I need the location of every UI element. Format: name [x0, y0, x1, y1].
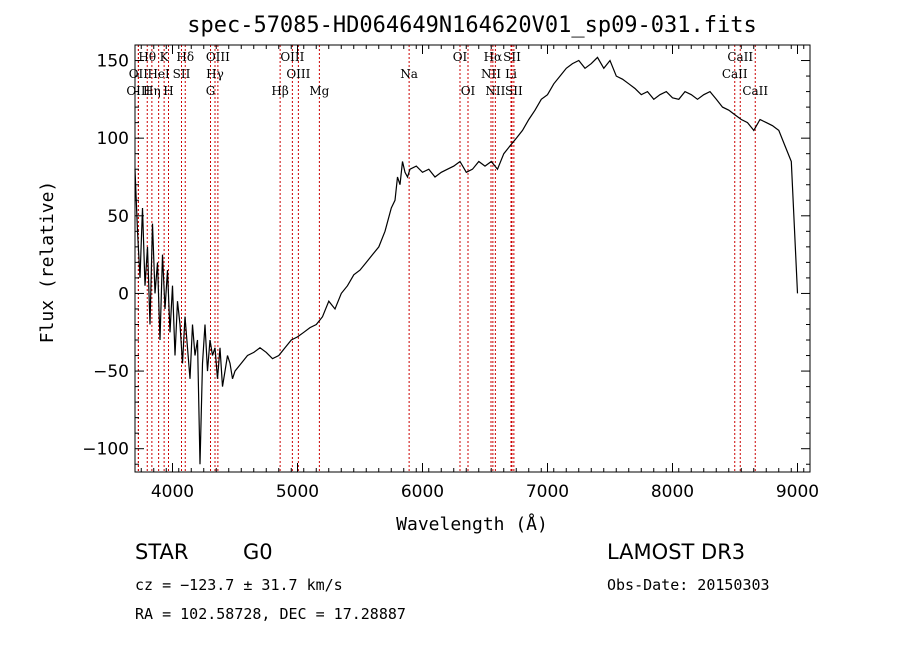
spectrum-line [134, 56, 799, 465]
line-marker-label: Mg [309, 84, 329, 98]
object-class: STAR [135, 540, 189, 564]
line-marker-label: G [206, 84, 216, 98]
x-tick-label: 9000 [776, 482, 819, 502]
x-tick-label: 7000 [526, 482, 569, 502]
line-marker-label: SII [505, 84, 523, 98]
line-marker-label: OIII [280, 50, 304, 64]
y-axis-label: Flux (relative) [37, 181, 58, 344]
line-marker-label: OIII [206, 50, 230, 64]
line-marker-label: CaII [742, 84, 768, 98]
line-marker-label: OI [453, 50, 468, 64]
plot-frame [134, 44, 811, 473]
survey-name: LAMOST DR3 [607, 540, 746, 564]
line-marker-label: SII [503, 50, 521, 64]
line-marker-label: H [163, 84, 173, 98]
line-marker-label: Hγ [206, 67, 224, 81]
coordinates: RA = 102.58728, DEC = 17.28887 [135, 605, 406, 623]
x-tick-label: 8000 [651, 482, 694, 502]
line-marker-label: HeI [147, 67, 170, 81]
line-marker-label: Hβ [271, 84, 288, 98]
axis-ticks: 4000 5000 6000 7000 8000 9000 −100 −50 0 50 100 150 [82, 44, 819, 502]
line-marker-label: NII [481, 67, 501, 81]
x-tick-label: 5000 [276, 482, 319, 502]
line-marker-label: Na [400, 67, 418, 81]
redshift-cz: cz = −123.7 ± 31.7 km/s [135, 576, 343, 594]
chart-title: spec-57085-HD064649N164620V01_sp09-031.f… [187, 13, 757, 38]
y-tick-label: 150 [97, 52, 129, 72]
y-tick-label: 50 [107, 207, 129, 227]
y-tick-label: 100 [97, 129, 129, 149]
x-tick-label: 4000 [151, 482, 194, 502]
line-marker-label: Hθ [138, 50, 156, 64]
line-marker-label: OI [461, 84, 476, 98]
line-markers [137, 45, 756, 472]
x-axis-label: Wavelength (Å) [396, 513, 548, 535]
line-marker-label: OIII [286, 67, 310, 81]
line-marker-label: Hδ [176, 50, 194, 64]
x-tick-label: 6000 [401, 482, 444, 502]
y-tick-label: 0 [118, 284, 129, 304]
line-marker-label: Hα [484, 50, 503, 64]
line-marker-label: SII [173, 67, 191, 81]
line-marker-label: CaII [722, 67, 748, 81]
y-tick-label: −100 [82, 440, 129, 460]
line-marker-label: Li [505, 67, 517, 81]
obs-date: Obs-Date: 20150303 [607, 576, 770, 594]
y-tick-label: −50 [93, 362, 129, 382]
object-subclass: G0 [243, 540, 273, 564]
line-marker-label: OIII [126, 84, 150, 98]
line-marker-label: CaII [727, 50, 753, 64]
line-marker-label: OII [129, 67, 149, 81]
line-marker-label: Hη [143, 84, 161, 98]
line-marker-label: K [160, 50, 170, 64]
line-marker-label: NII [485, 84, 505, 98]
